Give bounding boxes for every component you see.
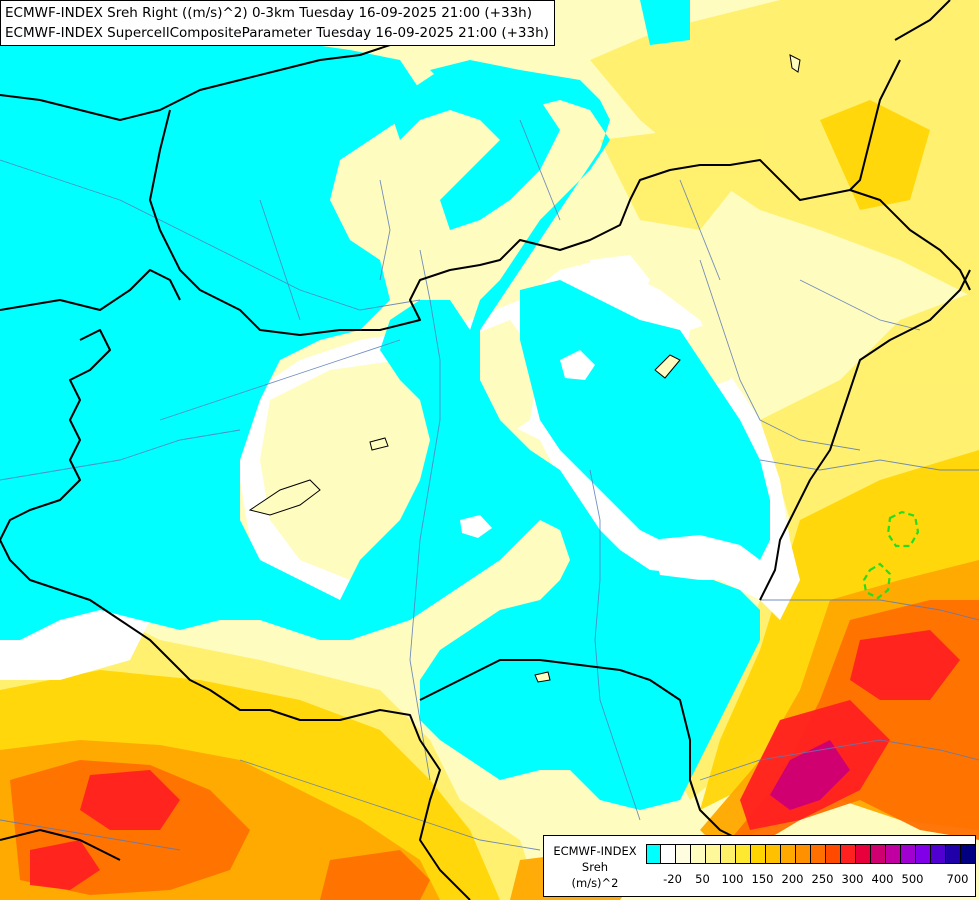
- legend-swatch: [856, 844, 871, 864]
- legend-swatch: [721, 844, 736, 864]
- legend-tick-label: 400: [871, 872, 894, 886]
- legend-swatch: [751, 844, 766, 864]
- legend-label-line3: (m/s)^2: [571, 876, 619, 890]
- legend-swatch: [781, 844, 796, 864]
- legend-swatch: [826, 844, 841, 864]
- legend-swatch: [886, 844, 901, 864]
- legend-swatch: [661, 844, 676, 864]
- legend-swatch: [646, 844, 661, 864]
- legend-swatch: [916, 844, 931, 864]
- legend-swatch: [931, 844, 946, 864]
- legend-swatch: [796, 844, 811, 864]
- legend-swatch: [811, 844, 826, 864]
- legend-tick-label: 500: [901, 872, 924, 886]
- lakes: [248, 54, 801, 683]
- map-title-box: ECMWF-INDEX Sreh Right ((m/s)^2) 0-3km T…: [0, 0, 555, 46]
- legend-swatch: [841, 844, 856, 864]
- legend-swatch: [961, 844, 976, 864]
- color-legend: ECMWF-INDEX Sreh (m/s)^2 -20 50 100 150 200 2…: [543, 835, 976, 897]
- sreh-field-cyan: [0, 0, 770, 810]
- legend-swatch: [871, 844, 886, 864]
- legend-tick-label: 300: [841, 872, 864, 886]
- legend-tick-label: 200: [781, 872, 804, 886]
- legend-swatch: [736, 844, 751, 864]
- rivers: [0, 119, 979, 851]
- legend-swatch: [691, 844, 706, 864]
- legend-swatch: [901, 844, 916, 864]
- scp-contour-1: [886, 510, 920, 548]
- legend-color-scale: [646, 844, 976, 864]
- sreh-white-patches: [460, 255, 760, 580]
- map-title-line2: ECMWF-INDEX SupercellCompositeParameter …: [5, 25, 549, 41]
- map-title-line1: ECMWF-INDEX Sreh Right ((m/s)^2) 0-3km T…: [5, 5, 532, 21]
- legend-label-line2: Sreh: [581, 860, 609, 874]
- legend-label: ECMWF-INDEX Sreh (m/s)^2: [546, 843, 644, 891]
- scp-contours: [862, 510, 920, 600]
- legend-ticks: -20 50 100 150 200 250 300 400 500 700: [544, 872, 975, 888]
- scp-contour-2: [862, 562, 892, 600]
- legend-swatch: [946, 844, 961, 864]
- legend-swatch: [676, 844, 691, 864]
- legend-swatch: [766, 844, 781, 864]
- legend-label-line1: ECMWF-INDEX: [553, 844, 637, 858]
- legend-tick-label: 700: [946, 872, 969, 886]
- legend-tick-label: 250: [811, 872, 834, 886]
- legend-swatch: [706, 844, 721, 864]
- legend-tick-label: -20: [663, 872, 682, 886]
- sreh-field-magenta: [770, 740, 850, 810]
- legend-tick-label: 100: [721, 872, 744, 886]
- legend-tick-label: 50: [695, 872, 710, 886]
- legend-tick-label: 150: [751, 872, 774, 886]
